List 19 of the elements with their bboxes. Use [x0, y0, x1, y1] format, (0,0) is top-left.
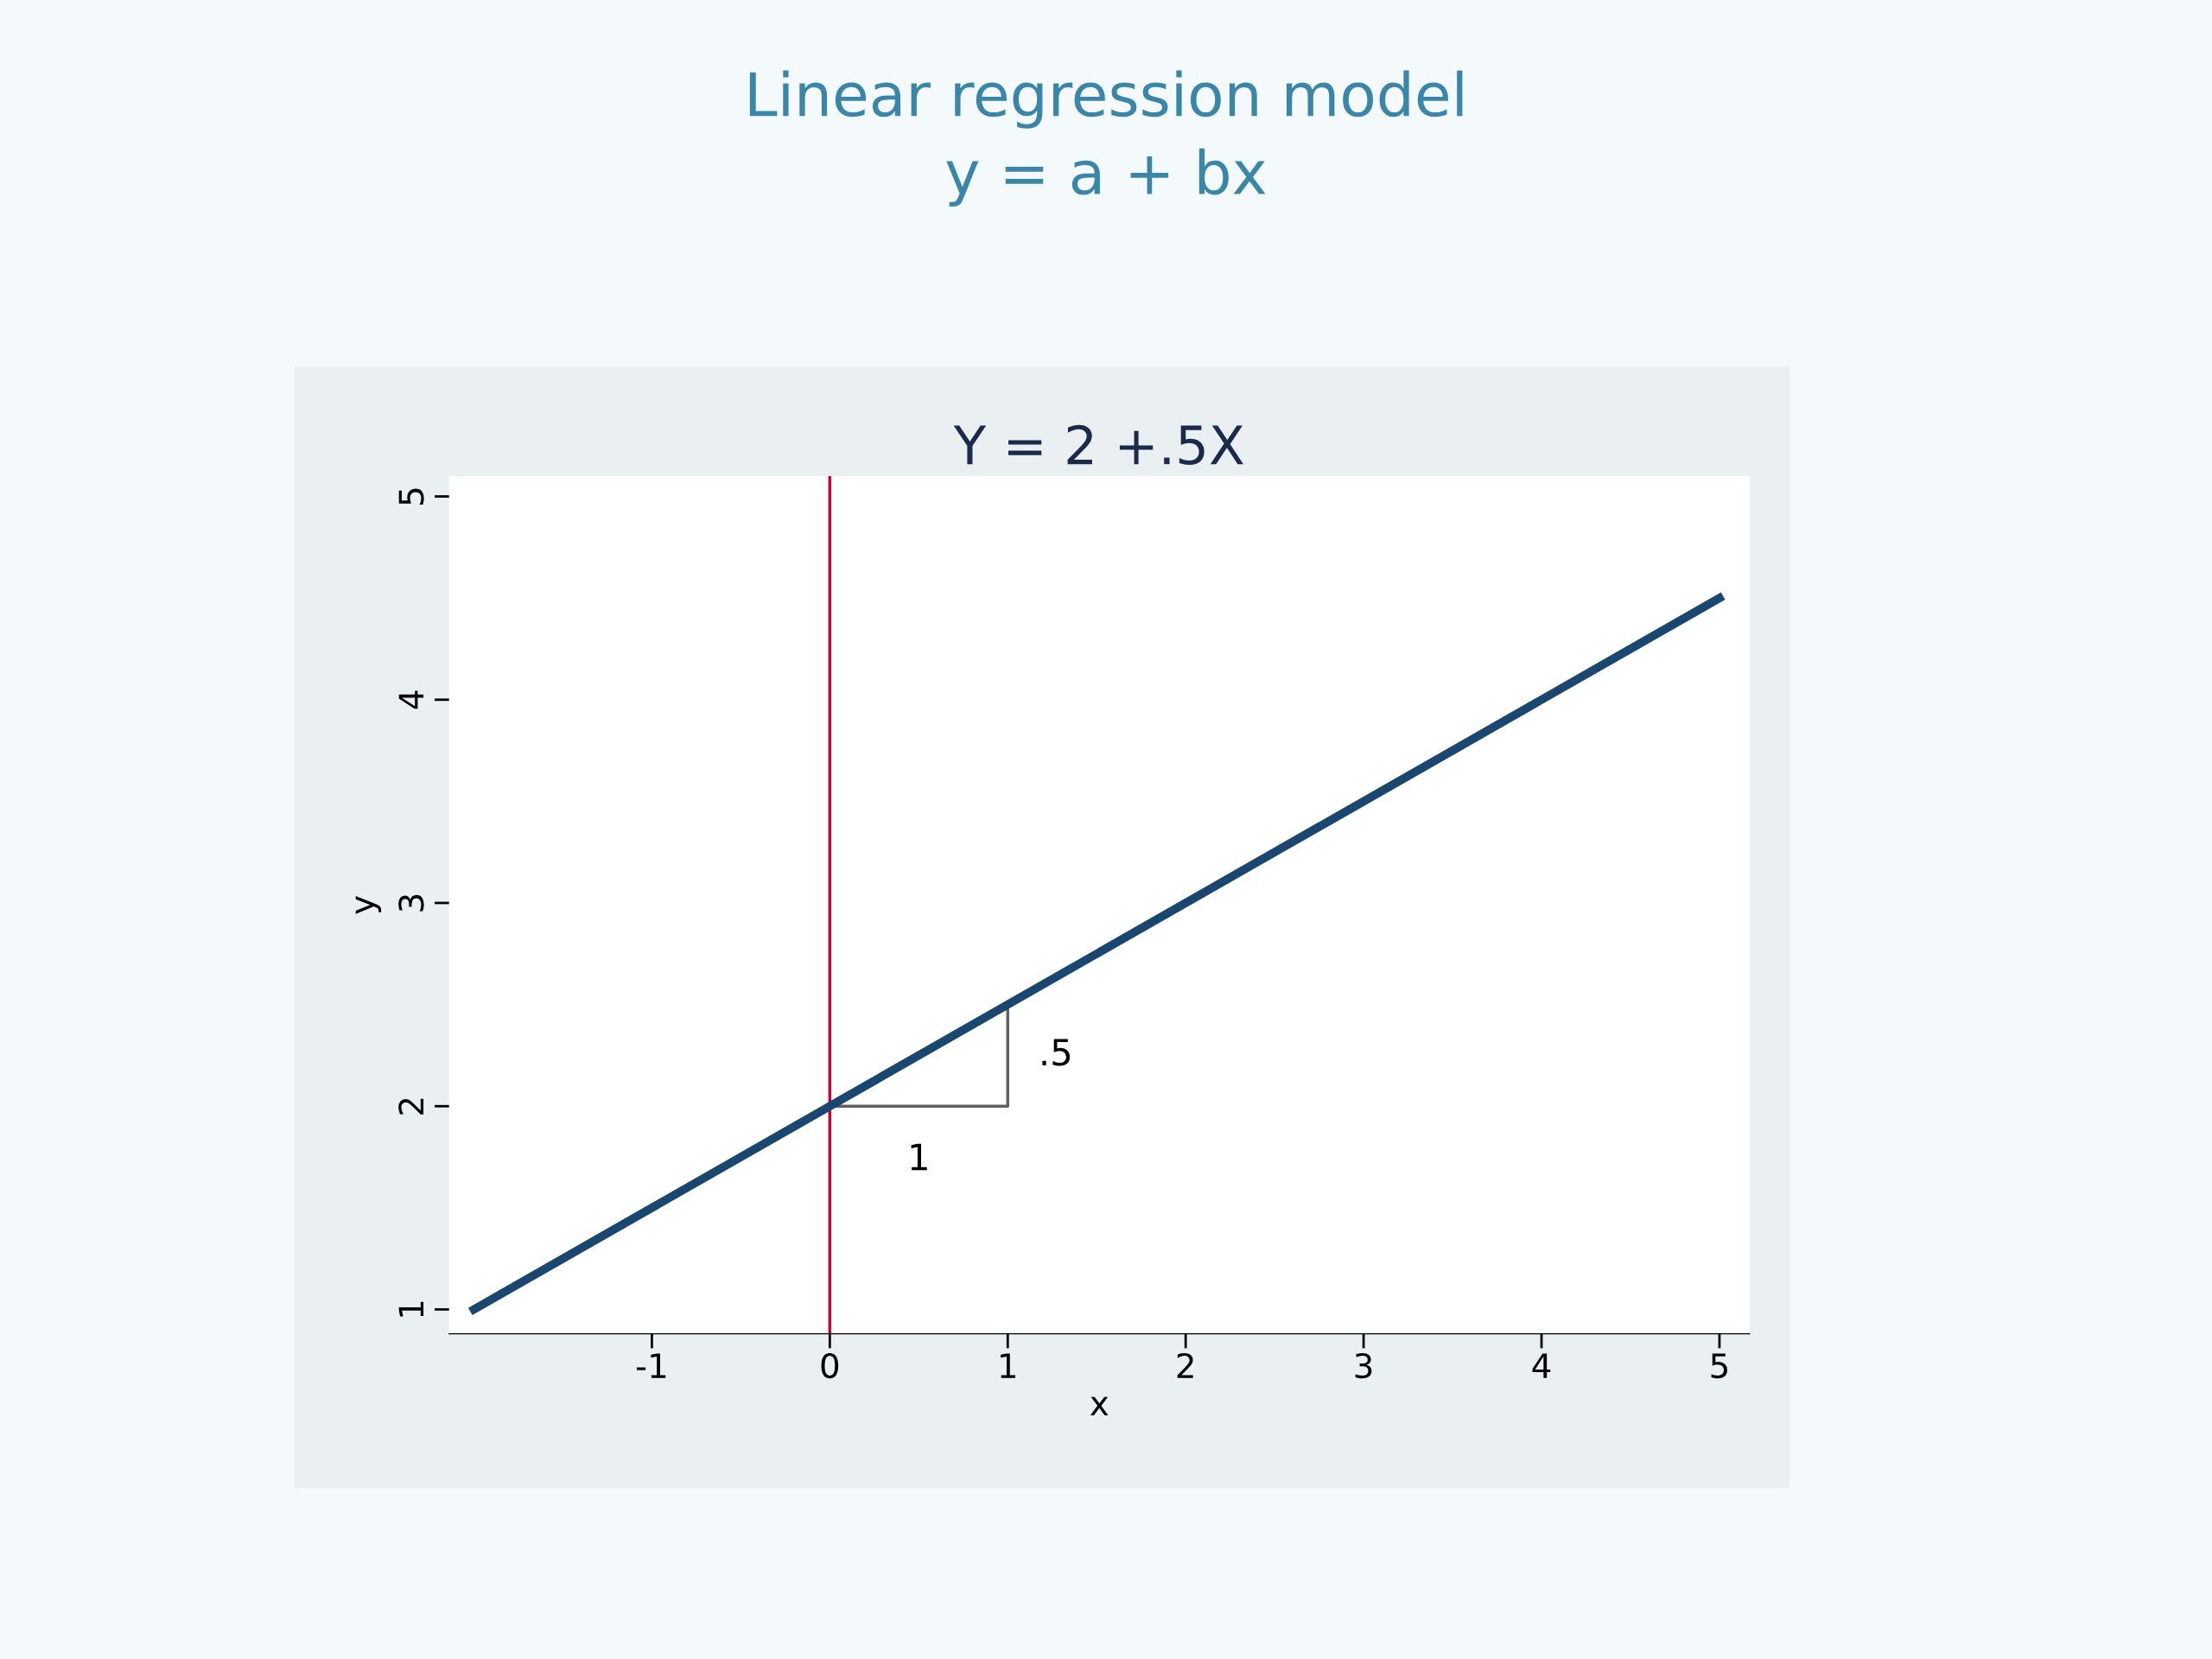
annotation: .5 [1042, 1039, 1071, 1066]
chart-subtitle: y = a + bx [946, 148, 1266, 207]
y-tick-label: 3 [398, 894, 424, 912]
y-tick-label: 2 [398, 1098, 424, 1115]
x-tick-label: 0 [821, 1352, 839, 1379]
x-tick-label: 1 [1001, 1353, 1016, 1378]
y-tick-label: 1 [398, 1301, 424, 1317]
y-tick-label: 4 [398, 690, 424, 709]
chart-title: Linear regression model [749, 70, 1463, 129]
x-axis-title: x [1090, 1396, 1109, 1415]
text: Y = 2 +.5X [953, 424, 1243, 466]
y-tick-label: 5 [398, 488, 424, 505]
x-tick-label: -1 [636, 1353, 666, 1378]
x-tick-label: 4 [1532, 1353, 1551, 1378]
annotation: 1 [911, 1143, 927, 1171]
y-axis-title: y [355, 896, 382, 914]
x-tick-label: 5 [1711, 1353, 1727, 1379]
x-tick-label: 2 [1177, 1352, 1193, 1378]
x-tick-label: 3 [1355, 1352, 1372, 1379]
